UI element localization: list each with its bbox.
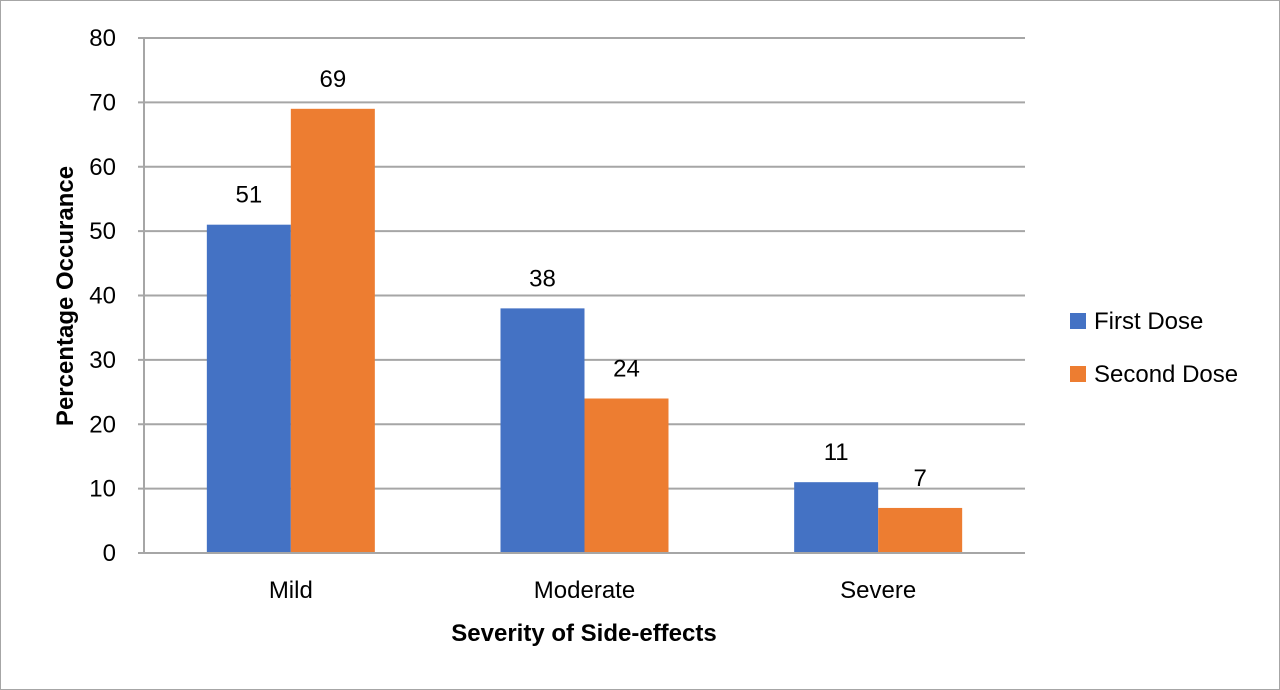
y-tick-label: 20 — [89, 411, 116, 438]
x-axis-title: Severity of Side-effects — [451, 620, 716, 647]
data-labels: 51 69 38 24 11 7 — [235, 66, 926, 492]
y-tick-label: 60 — [89, 154, 116, 181]
y-tick-label: 10 — [89, 476, 116, 503]
legend-label-second-dose: Second Dose — [1094, 361, 1238, 388]
bar-first-dose-mild — [206, 224, 291, 553]
legend-swatch-first-dose — [1070, 313, 1086, 329]
bar-second-dose-moderate — [584, 398, 669, 553]
data-label-second-dose-mild: 69 — [319, 66, 346, 93]
y-tick-label: 80 — [89, 25, 116, 52]
x-tick-label: Moderate — [534, 577, 635, 604]
bar-second-dose-severe — [878, 507, 963, 553]
x-tick-label: Mild — [269, 577, 313, 604]
data-label-first-dose-moderate: 38 — [529, 265, 556, 292]
legend: First Dose Second Dose — [1070, 308, 1238, 388]
y-tick-label: 30 — [89, 347, 116, 374]
y-tick-label: 40 — [89, 283, 116, 310]
bar-first-dose-moderate — [500, 308, 585, 553]
y-axis-title: Percentage Occurance — [52, 166, 79, 426]
x-tick-label: Severe — [840, 577, 916, 604]
bar-first-dose-severe — [794, 482, 879, 553]
y-tick-label: 0 — [103, 540, 116, 567]
y-tick-label: 70 — [89, 89, 116, 116]
data-label-first-dose-mild: 51 — [235, 182, 262, 209]
y-tick-label: 50 — [89, 218, 116, 245]
bar-second-dose-mild — [290, 108, 375, 553]
legend-label-first-dose: First Dose — [1094, 308, 1203, 335]
y-axis-ticks: 0 10 20 30 40 50 60 70 80 — [89, 25, 116, 567]
data-label-second-dose-severe: 7 — [913, 465, 926, 492]
legend-swatch-second-dose — [1070, 366, 1086, 382]
bars — [206, 108, 963, 553]
x-axis-ticks: Mild Moderate Severe — [144, 552, 1025, 604]
data-label-second-dose-moderate: 24 — [613, 356, 640, 383]
data-label-first-dose-severe: 11 — [824, 439, 849, 466]
